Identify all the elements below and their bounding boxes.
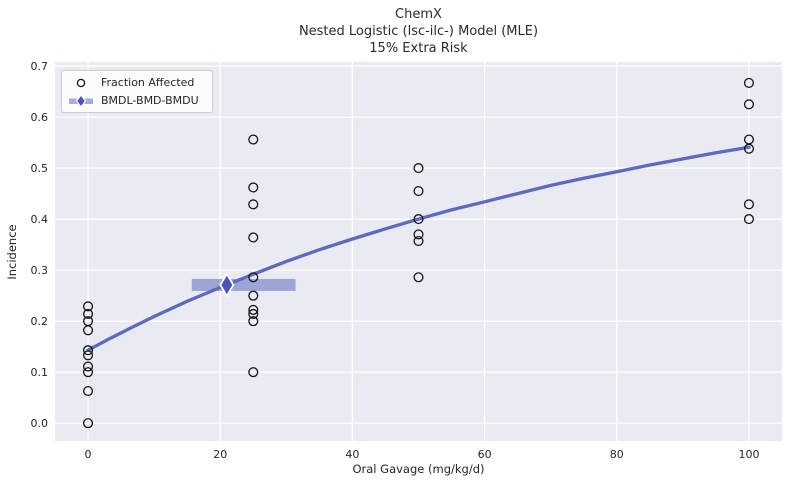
y-tick-label: 0.0 <box>31 417 49 430</box>
scatter-point <box>248 199 259 210</box>
scatter-point <box>743 77 755 88</box>
scatter-point <box>743 99 755 110</box>
legend-item-bmd-interval: BMDL-BMD-BMDU <box>68 93 206 108</box>
chart-title-line1: ChemX <box>395 7 442 22</box>
y-tick-label: 0.7 <box>31 60 49 73</box>
scatter-point <box>82 350 94 361</box>
scatter-point <box>743 214 755 225</box>
x-tick-label: 100 <box>738 448 759 461</box>
y-axis-label: Incidence <box>5 224 19 280</box>
scatter-point <box>413 186 424 197</box>
scatter-point <box>248 367 259 378</box>
x-tick-label: 60 <box>478 448 492 461</box>
legend: Fraction Affected BMDL-BMD-BMDU <box>61 70 213 113</box>
scatter-point <box>82 367 94 378</box>
scatter-point <box>82 345 94 356</box>
scatter-point <box>82 361 94 372</box>
scatter-point <box>82 308 94 320</box>
chart-title-line2: Nested Logistic (lsc-ilc-) Model (MLE) <box>298 24 539 39</box>
chart-title-line3: 15% Extra Risk <box>369 41 468 56</box>
chart-title: ChemX Nested Logistic (lsc-ilc-) Model (… <box>55 6 782 57</box>
scatter-point <box>413 229 424 240</box>
plot-area <box>55 62 782 441</box>
scatter-point <box>413 272 424 283</box>
scatter-point <box>248 182 259 193</box>
y-tick-label: 0.3 <box>31 264 49 277</box>
scatter-point <box>248 316 259 327</box>
legend-item-fraction-affected: Fraction Affected <box>68 75 206 90</box>
y-tick-label: 0.4 <box>31 213 49 226</box>
scatter-point <box>82 418 94 429</box>
y-tick-label: 0.1 <box>31 366 49 379</box>
bmd-diamond-marker <box>219 272 235 298</box>
scatter-point <box>413 214 424 225</box>
bmd-interval-icon <box>68 93 94 108</box>
x-axis-label: Oral Gavage (mg/kg/d) <box>352 462 485 476</box>
scatter-point <box>248 272 259 283</box>
x-tick-label: 40 <box>345 448 359 461</box>
model-curve <box>86 145 751 352</box>
scatter-point <box>248 290 259 301</box>
scatter-point <box>248 304 259 315</box>
scatter-point <box>82 385 94 397</box>
scatter-point <box>248 308 259 320</box>
bmd-interval-bar <box>191 278 296 291</box>
y-tick-label: 0.2 <box>31 315 49 328</box>
scatter-point <box>248 134 259 145</box>
scatter-point <box>248 232 259 243</box>
open-circle-icon <box>68 76 94 90</box>
scatter-point <box>413 235 424 247</box>
y-tick-label: 0.5 <box>31 162 49 175</box>
x-tick-label: 80 <box>610 448 624 461</box>
scatter-point <box>413 163 424 174</box>
scatter-point <box>743 199 755 210</box>
x-tick-label: 20 <box>213 448 227 461</box>
x-tick-label: 0 <box>85 448 92 461</box>
scatter-point <box>82 316 94 327</box>
legend-label: Fraction Affected <box>101 76 195 89</box>
legend-label: BMDL-BMD-BMDU <box>101 94 199 107</box>
scatter-point <box>743 134 755 145</box>
scatter-point <box>82 301 94 312</box>
y-tick-label: 0.6 <box>31 111 49 124</box>
